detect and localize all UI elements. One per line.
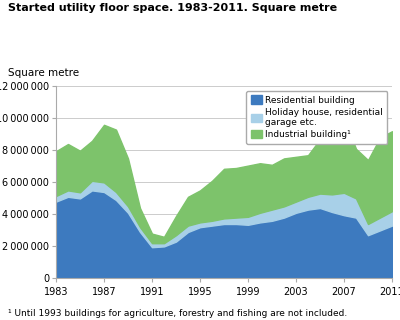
Text: Started utility floor space. 1983-2011. Square metre: Started utility floor space. 1983-2011. … — [8, 3, 337, 13]
Text: Square metre: Square metre — [8, 68, 79, 78]
Legend: Residential building, Holiday house, residential
garage etc., Industrial buildin: Residential building, Holiday house, res… — [246, 91, 388, 144]
Text: ¹ Until 1993 buildings for agriculture, forestry and fishing are not included.: ¹ Until 1993 buildings for agriculture, … — [8, 309, 347, 318]
